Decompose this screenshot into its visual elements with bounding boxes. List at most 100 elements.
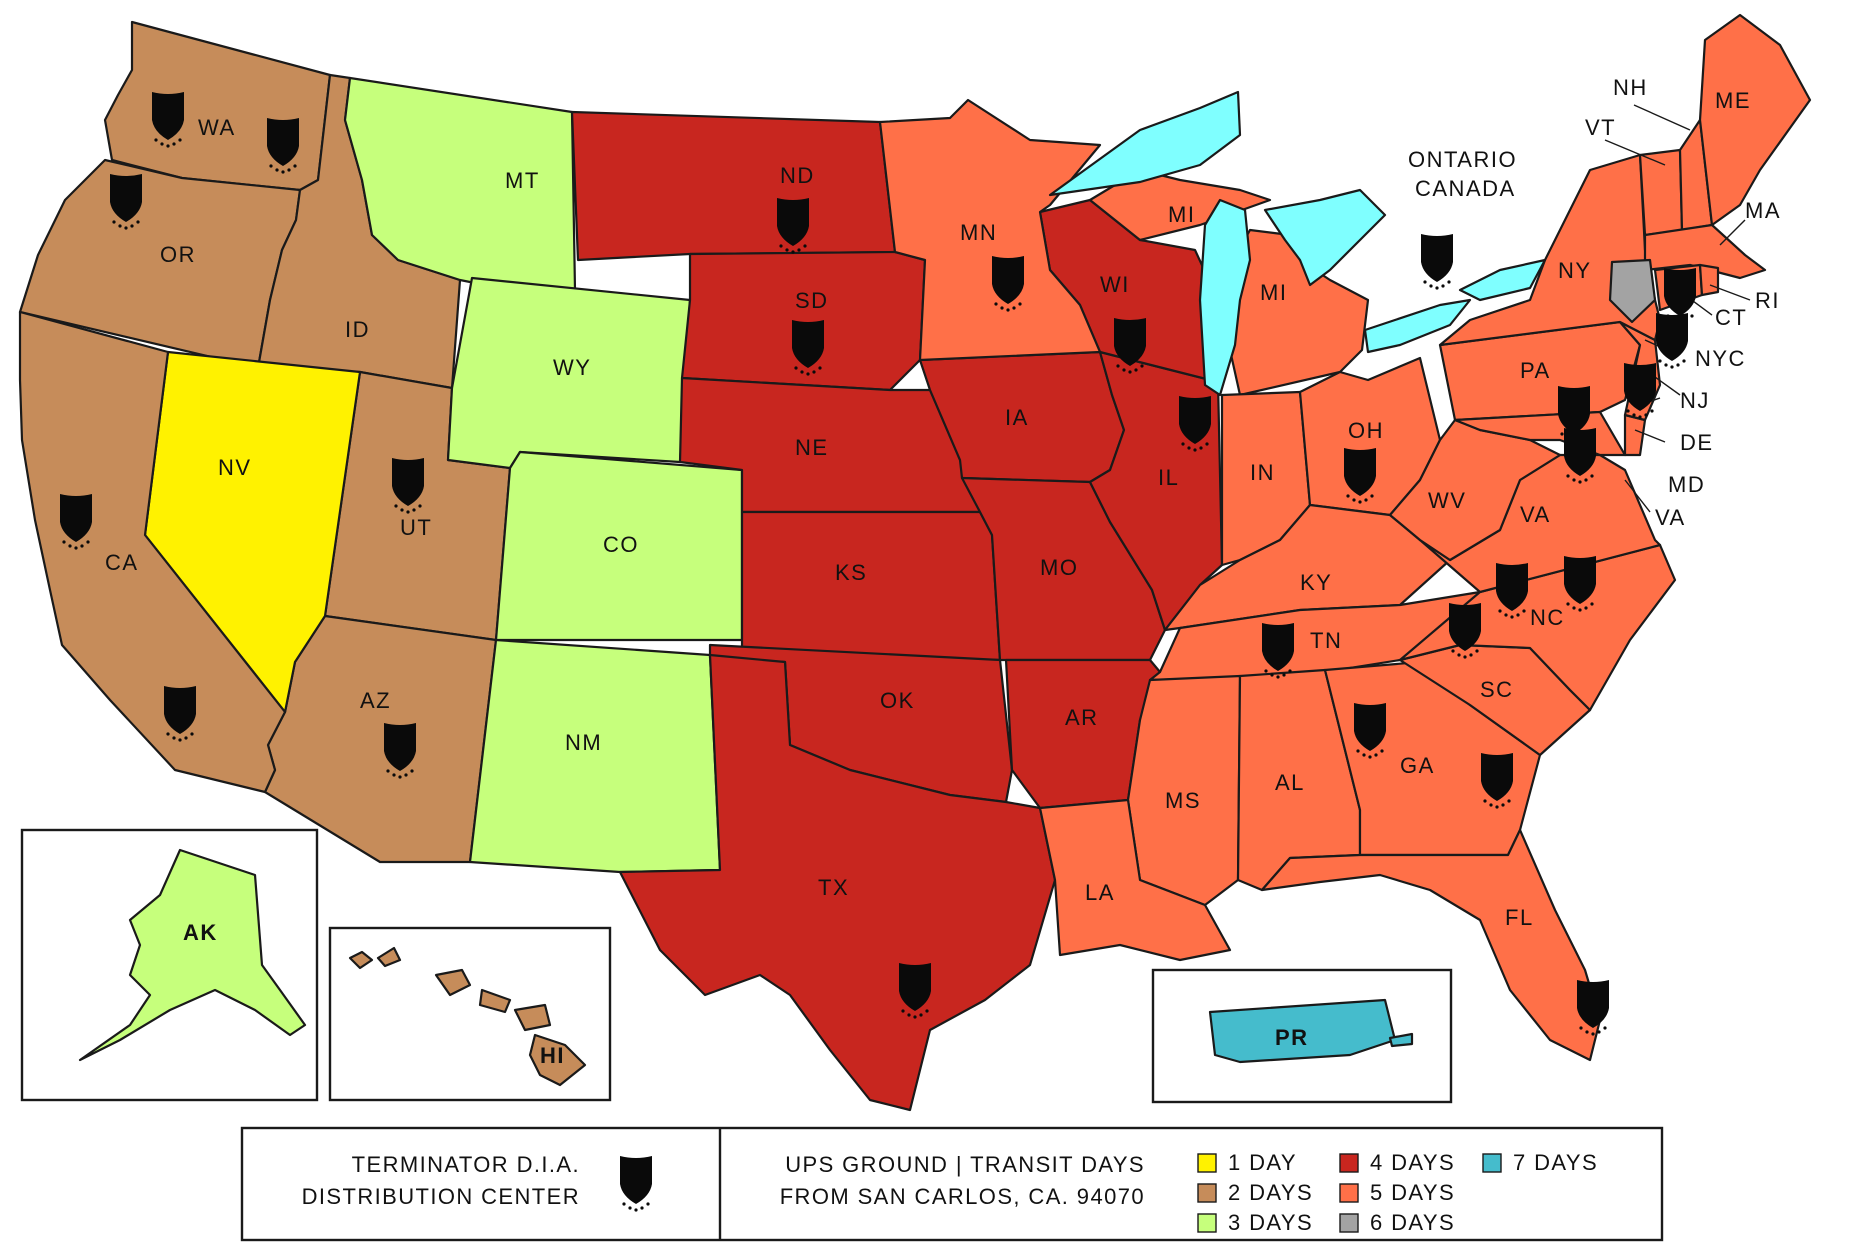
state-mn (878, 98, 1102, 362)
label-mt: MT (505, 168, 540, 193)
label-wi: WI (1100, 272, 1130, 297)
state-mt (343, 76, 577, 292)
label-wv: WV (1428, 488, 1466, 513)
state-ks (740, 510, 1002, 662)
label-ga: GA (1400, 753, 1435, 778)
state-labels: WA OR CA NV ID MT WY UT AZ CO NM ND SD N… (105, 75, 1780, 1068)
label-id: ID (345, 317, 370, 342)
dc-shield-icon (110, 174, 142, 230)
label-la: LA (1085, 880, 1115, 905)
state-hi-shapes (348, 946, 587, 1087)
label-mo: MO (1040, 555, 1078, 580)
state-nd (570, 110, 897, 262)
label-oh: OH (1348, 418, 1384, 443)
label-ks: KS (835, 560, 867, 585)
dc-shield-icon (1481, 753, 1513, 809)
dc-shield-icon (1179, 396, 1211, 452)
label-ny: NY (1558, 258, 1592, 283)
label-md: MD (1668, 472, 1705, 497)
label-wa: WA (198, 115, 236, 140)
label-tn: TN (1310, 628, 1342, 653)
state-mi (1220, 228, 1370, 397)
state-tx (618, 653, 1057, 1112)
legend-swatch (1339, 1183, 1359, 1203)
legend-label: 6 DAYS (1370, 1210, 1455, 1235)
state-la (1038, 798, 1232, 962)
region-6-days (1608, 258, 1657, 324)
dc-shield-icon (777, 198, 809, 254)
legend-swatch (1197, 1183, 1217, 1203)
state-ri (1698, 263, 1720, 297)
label-ak: AK (183, 920, 218, 945)
label-ms: MS (1165, 788, 1201, 813)
label-mn: MN (960, 220, 997, 245)
label-hi: HI (540, 1043, 565, 1068)
label-nj: NJ (1680, 388, 1710, 413)
label-de: DE (1680, 430, 1714, 455)
label-sc: SC (1480, 677, 1514, 702)
label-nm: NM (565, 730, 602, 755)
state-ma (1643, 223, 1767, 280)
legend-label: 4 DAYS (1370, 1150, 1455, 1175)
label-mi-up: MI (1168, 202, 1195, 227)
state-wv (1388, 418, 1562, 562)
legend-items: 1 DAY 2 DAYS 3 DAYS 4 DAYS 5 DAYS 6 DAYS 7 DAY… (1197, 1150, 1598, 1235)
dc-shield-icon (1421, 234, 1453, 290)
dc-shield-icon (1656, 313, 1688, 369)
dc-shield-icon (1496, 563, 1528, 619)
state-shapes (18, 13, 1812, 1112)
label-ri: RI (1755, 288, 1780, 313)
label-nd: ND (780, 163, 815, 188)
label-wy: WY (553, 355, 591, 380)
dc-shield-icon (1449, 603, 1481, 659)
dc-shield-icon (1564, 428, 1596, 484)
label-ct: CT (1715, 305, 1747, 330)
legend-ups-line1: UPS GROUND | TRANSIT DAYS (785, 1152, 1145, 1177)
dc-shield-icon (899, 963, 931, 1019)
legend-label: 7 DAYS (1513, 1150, 1598, 1175)
label-canada: CANADA (1415, 176, 1516, 201)
label-nh: NH (1613, 75, 1648, 100)
dc-shield-icon (60, 494, 92, 550)
dc-shield-icon (384, 723, 416, 779)
label-tx: TX (818, 875, 849, 900)
state-nm (468, 638, 722, 874)
state-ak (78, 848, 307, 1062)
dc-shield-icon (1564, 556, 1596, 612)
label-or: OR (160, 242, 196, 267)
dc-shield-icon (164, 686, 196, 742)
state-co (494, 450, 744, 642)
dc-shield-icon (1344, 448, 1376, 504)
legend-label: 2 DAYS (1228, 1180, 1313, 1205)
label-nv: NV (218, 455, 252, 480)
legend-ups-line2: FROM SAN CARLOS, CA. 94070 (780, 1184, 1145, 1209)
state-wa (103, 20, 332, 192)
label-va: VA (1520, 502, 1551, 527)
label-al: AL (1275, 770, 1305, 795)
state-fl (1260, 828, 1602, 1062)
label-az: AZ (360, 688, 391, 713)
legend-label: 3 DAYS (1228, 1210, 1313, 1235)
label-ut: UT (400, 515, 432, 540)
dc-shield-icon (267, 118, 299, 174)
legend-swatch (1339, 1153, 1359, 1173)
dc-shield-icon (992, 256, 1024, 312)
label-ky: KY (1300, 570, 1332, 595)
label-pa: PA (1520, 358, 1551, 383)
label-il: IL (1158, 465, 1179, 490)
dc-shield-icon (392, 458, 424, 514)
state-ca (18, 310, 287, 794)
label-sd: SD (795, 288, 829, 313)
state-sd (680, 250, 927, 392)
legend-dc-line1: TERMINATOR D.I.A. (352, 1152, 580, 1177)
label-vt: VT (1585, 115, 1616, 140)
legend-swatch (1482, 1153, 1502, 1173)
label-in: IN (1250, 460, 1275, 485)
label-nyc: NYC (1695, 346, 1746, 371)
dc-shield-icon (1624, 363, 1656, 419)
state-pr (1208, 998, 1397, 1064)
legend-label: 1 DAY (1228, 1150, 1297, 1175)
legend-box (240, 1126, 1664, 1242)
dc-shield-icon (152, 92, 184, 148)
